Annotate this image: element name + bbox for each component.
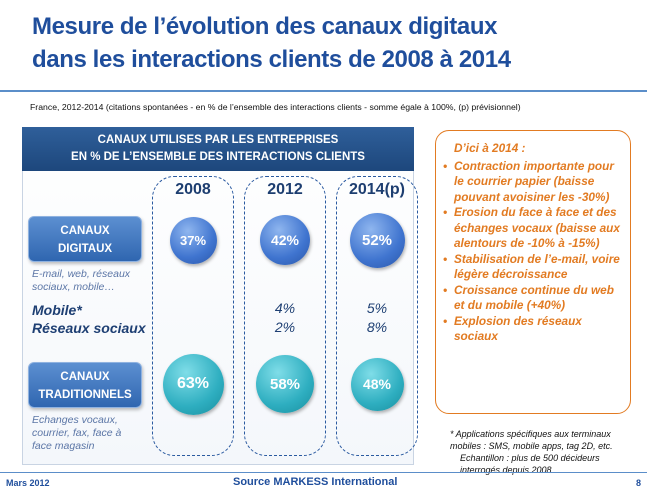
year-label-2012: 2012: [267, 181, 303, 198]
outlook-item: Contraction importante pour le courrier …: [443, 159, 622, 206]
page-number: 8: [636, 478, 642, 488]
traditional-channels-note: Echanges vocaux, courrier, fax, face à f…: [32, 414, 122, 452]
category-traditional-box: CANAUX TRADITIONNELS: [28, 362, 142, 408]
digital-2012-value: 42%: [270, 232, 300, 248]
traditional-2014p-circle: 48%: [350, 357, 404, 411]
digital-2008-circle: 37%: [169, 216, 217, 264]
outlook-item: Croissance continue du web et du mobile …: [443, 283, 622, 314]
column-2012: [244, 176, 326, 456]
outlook-list: Contraction importante pour le courrier …: [443, 159, 622, 345]
category-digital-box: CANAUX DIGITAUX: [28, 216, 142, 262]
year-label-2014p: 2014(p): [348, 181, 406, 198]
digital-2014p-value: 52%: [361, 231, 393, 249]
traditional-2012-circle: 58%: [256, 355, 314, 413]
outlook-item: Stabilisation de l’e-mail, voire légère …: [443, 252, 622, 283]
mobile-label: Mobile*: [32, 302, 82, 318]
mobile-2012-value: 4%: [274, 300, 296, 316]
panel-header-line-1: CANAUX UTILISES PAR LES ENTREPRISES: [97, 134, 339, 146]
footnote-sample: Echantillon : plus de 500 décideurs inte…: [460, 453, 600, 475]
category-digital-line-2: DIGITAUX: [57, 243, 113, 255]
outlook-box: D’ici à 2014 : Contraction importante po…: [435, 130, 631, 414]
subtitle: France, 2012-2014 (citations spontanées …: [30, 102, 521, 112]
outlook-item: Explosion des réseaux sociaux: [443, 314, 622, 345]
category-traditional-line-2: TRADITIONNELS: [38, 389, 132, 401]
column-2008: [152, 176, 234, 456]
mobile-2014p-value: 5%: [366, 300, 388, 316]
outlook-heading: D’ici à 2014 :: [454, 141, 526, 155]
panel-header: CANAUX UTILISES PAR LES ENTREPRISES EN %…: [22, 127, 414, 171]
traditional-2008-value: 63%: [176, 375, 210, 392]
footnote: * Applications spécifiques aux terminaux…: [450, 428, 640, 476]
year-label-2008: 2008: [175, 181, 211, 198]
digital-2014p-circle: 52%: [349, 212, 405, 268]
traditional-2014p-value: 48%: [362, 376, 392, 392]
social-2014p-value: 8%: [366, 319, 388, 335]
digital-2012-circle: 42%: [260, 215, 310, 265]
title-line-2: dans les interactions clients de 2008 à …: [32, 46, 511, 73]
outlook-item: Erosion du face à face et des échanges v…: [443, 205, 622, 252]
footer-source: Source MARKESS International: [233, 476, 398, 488]
footer-date: Mars 2012: [6, 478, 50, 488]
social-2012-value: 2%: [274, 319, 296, 335]
category-traditional-line-1: CANAUX: [60, 371, 110, 383]
traditional-2008-circle: 63%: [162, 353, 224, 415]
category-digital-line-1: CANAUX: [60, 225, 110, 237]
panel-header-line-2: EN % DE L’ENSEMBLE DES INTERACTIONS CLIE…: [71, 151, 365, 163]
footnote-applications: * Applications spécifiques aux terminaux…: [450, 429, 613, 451]
page-title: Mesure de l’évolution des canaux digitau…: [32, 10, 632, 76]
top-divider: [0, 90, 647, 92]
digital-2008-value: 37%: [179, 232, 207, 248]
bottom-divider: [0, 472, 647, 473]
social-label: Réseaux sociaux: [32, 320, 146, 336]
title-line-1: Mesure de l’évolution des canaux digitau…: [32, 13, 498, 40]
column-2014p: [336, 176, 418, 456]
traditional-2012-value: 58%: [269, 375, 301, 393]
digital-channels-note: E-mail, web, réseaux sociaux, mobile…: [32, 268, 131, 293]
